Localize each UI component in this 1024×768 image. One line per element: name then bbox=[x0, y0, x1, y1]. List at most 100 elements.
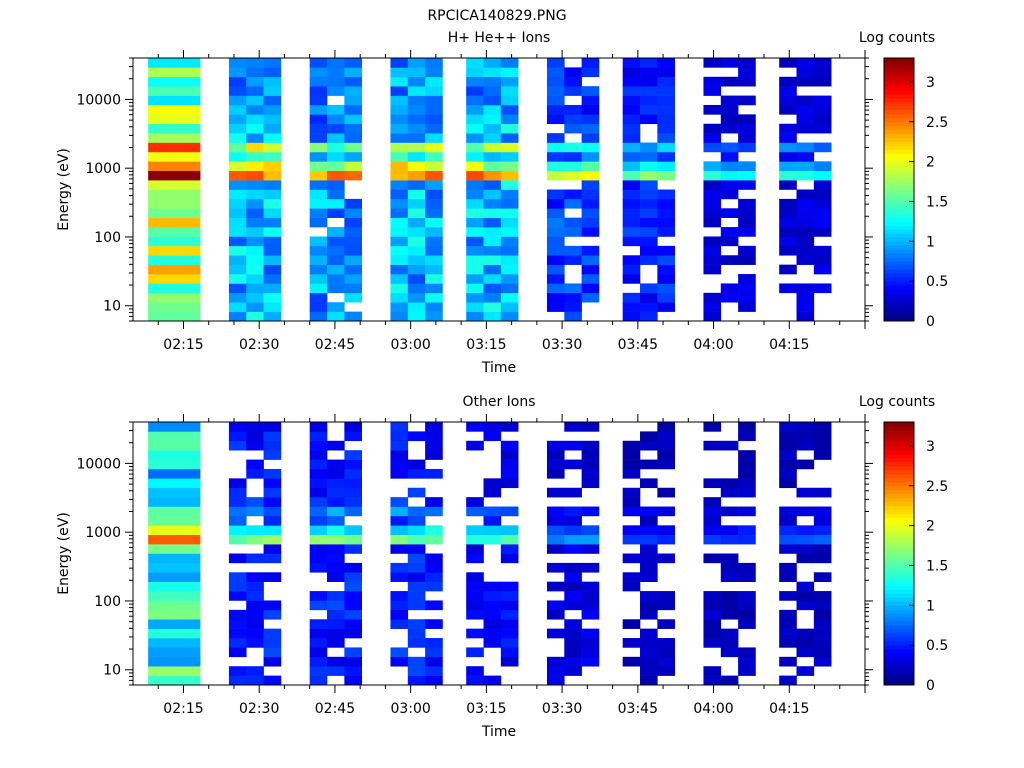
heatmap-cell bbox=[703, 245, 722, 256]
heatmap-cell bbox=[779, 104, 797, 115]
heatmap-cell bbox=[483, 581, 502, 592]
heatmap-cell bbox=[327, 67, 345, 78]
heatmap-cell bbox=[564, 534, 582, 545]
y-axis-label: Energy (eV) bbox=[56, 148, 72, 231]
heatmap-cell bbox=[546, 114, 565, 125]
heatmap-cell bbox=[500, 142, 519, 153]
heatmap-cell bbox=[813, 245, 832, 256]
heatmap-cell bbox=[390, 142, 409, 153]
heatmap-cell bbox=[466, 440, 484, 451]
heatmap-cell bbox=[148, 133, 201, 143]
heatmap-cell bbox=[581, 123, 600, 134]
heatmap-cell bbox=[263, 534, 282, 545]
heatmap-cell bbox=[813, 487, 832, 498]
heatmap-cell bbox=[390, 133, 409, 143]
heatmap-cell bbox=[309, 264, 328, 275]
heatmap-cell bbox=[564, 656, 582, 667]
colorbar-tick-label: 2 bbox=[926, 519, 935, 535]
heatmap-cell bbox=[564, 544, 582, 554]
x-tick-label: 03:45 bbox=[618, 337, 658, 353]
heatmap-cell bbox=[500, 506, 519, 517]
heatmap-cell bbox=[640, 208, 658, 218]
heatmap-cell bbox=[228, 675, 247, 686]
heatmap-cell bbox=[657, 114, 675, 125]
colorbar-segment bbox=[884, 217, 914, 222]
heatmap-cell bbox=[327, 142, 345, 153]
heatmap-cell bbox=[796, 544, 815, 554]
heatmap-cell bbox=[425, 431, 443, 442]
heatmap-cell bbox=[779, 142, 797, 153]
heatmap-cell bbox=[246, 189, 264, 200]
heatmap-cell bbox=[581, 544, 600, 554]
heatmap-cell bbox=[263, 208, 282, 218]
heatmap-cell bbox=[720, 114, 739, 125]
heatmap-cell bbox=[500, 525, 519, 536]
heatmap-cell bbox=[148, 553, 201, 564]
heatmap-cell bbox=[246, 497, 264, 507]
heatmap-cell bbox=[466, 544, 484, 554]
heatmap-cell bbox=[720, 562, 739, 573]
heatmap-cell bbox=[546, 666, 565, 676]
heatmap-cell bbox=[148, 459, 201, 470]
heatmap-cell bbox=[483, 487, 502, 498]
heatmap-cell bbox=[500, 656, 519, 667]
heatmap-cell bbox=[779, 638, 797, 648]
heatmap-cell bbox=[466, 422, 484, 432]
heatmap-cell bbox=[500, 468, 519, 479]
heatmap-cell bbox=[796, 302, 815, 312]
heatmap-cell bbox=[622, 534, 641, 545]
heatmap-cell bbox=[546, 459, 565, 470]
heatmap-cell bbox=[466, 245, 484, 256]
heatmap-cell bbox=[813, 217, 832, 228]
colorbar-segment bbox=[884, 177, 914, 182]
heatmap-cell bbox=[148, 161, 201, 172]
heatmap-cell bbox=[796, 170, 815, 181]
heatmap-cell bbox=[390, 506, 409, 517]
colorbar-segment bbox=[884, 481, 914, 487]
heatmap-cell bbox=[720, 180, 739, 190]
heatmap-cell bbox=[720, 104, 739, 115]
heatmap-cell bbox=[500, 161, 519, 172]
colorbar-frame bbox=[883, 421, 915, 686]
heatmap-cell bbox=[564, 170, 582, 181]
heatmap-cell bbox=[564, 142, 582, 153]
heatmap-cell bbox=[309, 104, 328, 115]
heatmap-cell bbox=[546, 283, 565, 294]
heatmap-cell bbox=[640, 609, 658, 620]
heatmap-cell bbox=[246, 572, 264, 582]
heatmap-cell bbox=[564, 619, 582, 629]
heatmap-cell bbox=[327, 104, 345, 115]
heatmap-cell bbox=[738, 656, 756, 667]
heatmap-cell bbox=[703, 104, 722, 115]
heatmap-cell bbox=[228, 283, 247, 294]
heatmap-cell bbox=[148, 95, 201, 106]
heatmap-cell bbox=[546, 255, 565, 265]
colorbar-tick-label: 1.5 bbox=[926, 558, 948, 574]
heatmap-cell bbox=[344, 170, 362, 181]
heatmap-cell bbox=[640, 459, 658, 470]
colorbar-segment bbox=[884, 149, 914, 155]
heatmap-cell bbox=[703, 534, 722, 545]
heatmap-cell bbox=[309, 189, 328, 200]
heatmap-cell bbox=[407, 431, 426, 442]
heatmap-cell bbox=[407, 86, 426, 96]
heatmap-cell bbox=[657, 208, 675, 218]
colorbar-segment bbox=[884, 65, 914, 71]
heatmap-cell bbox=[720, 208, 739, 218]
heatmap-cell bbox=[796, 95, 815, 106]
heatmap-cell bbox=[425, 506, 443, 517]
heatmap-cell bbox=[640, 217, 658, 228]
heatmap-cell bbox=[309, 468, 328, 479]
heatmap-cell bbox=[327, 468, 345, 479]
heatmap-cell bbox=[564, 123, 582, 134]
panel-title: H+ He++ Ions bbox=[448, 30, 551, 46]
heatmap-cell bbox=[466, 311, 484, 322]
colorbar: 0 0.5 1 1.5 2 2.5 3 Log counts bbox=[859, 394, 948, 694]
heatmap-cell bbox=[425, 647, 443, 658]
heatmap-cell bbox=[390, 198, 409, 209]
heatmap-cell bbox=[703, 515, 722, 526]
heatmap-cell bbox=[546, 675, 565, 686]
heatmap-cell bbox=[148, 114, 201, 125]
heatmap-cell bbox=[425, 274, 443, 284]
heatmap-cell bbox=[309, 151, 328, 162]
